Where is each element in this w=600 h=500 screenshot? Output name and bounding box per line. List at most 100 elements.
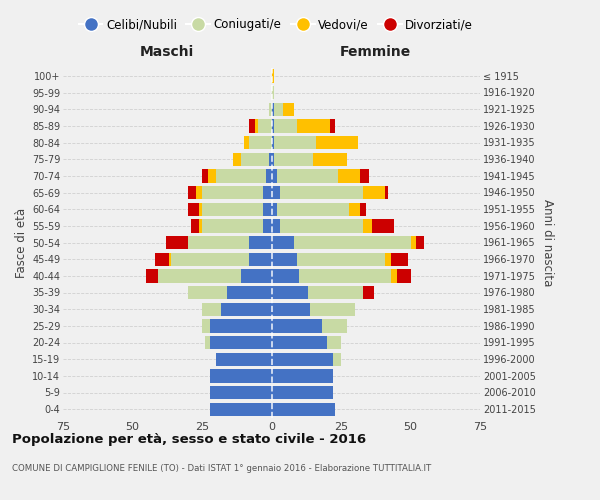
Bar xyxy=(211,319,271,332)
Bar xyxy=(271,236,294,249)
Bar xyxy=(208,169,216,182)
Bar xyxy=(271,252,296,266)
Bar xyxy=(188,286,227,299)
Bar xyxy=(202,186,263,199)
Bar xyxy=(397,269,410,282)
Bar xyxy=(277,202,349,216)
Bar xyxy=(158,269,241,282)
Bar xyxy=(410,236,416,249)
Bar xyxy=(166,236,188,249)
Bar xyxy=(257,119,271,132)
Bar xyxy=(211,402,271,416)
Bar xyxy=(255,119,257,132)
Bar xyxy=(363,286,374,299)
Bar xyxy=(385,186,388,199)
Bar xyxy=(263,202,271,216)
Bar xyxy=(271,86,274,99)
Bar xyxy=(391,269,397,282)
Bar xyxy=(271,369,332,382)
Bar xyxy=(391,252,408,266)
Bar xyxy=(274,119,296,132)
Bar xyxy=(283,102,294,116)
Y-axis label: Fasce di età: Fasce di età xyxy=(14,208,28,278)
Bar xyxy=(188,236,249,249)
Bar xyxy=(199,202,202,216)
Bar xyxy=(316,136,358,149)
Bar xyxy=(294,236,410,249)
Bar xyxy=(310,302,355,316)
Bar xyxy=(266,169,271,182)
Bar xyxy=(155,252,169,266)
Bar xyxy=(269,102,271,116)
Bar xyxy=(313,152,347,166)
Bar xyxy=(271,319,322,332)
Bar xyxy=(172,252,249,266)
Bar xyxy=(349,202,361,216)
Bar xyxy=(271,152,274,166)
Bar xyxy=(205,336,211,349)
Bar xyxy=(280,186,363,199)
Bar xyxy=(241,269,271,282)
Bar xyxy=(271,186,280,199)
Bar xyxy=(233,152,241,166)
Bar xyxy=(271,269,299,282)
Bar xyxy=(271,302,310,316)
Bar xyxy=(296,119,330,132)
Bar xyxy=(274,152,313,166)
Bar xyxy=(263,186,271,199)
Bar xyxy=(271,202,277,216)
Bar xyxy=(271,336,327,349)
Bar xyxy=(296,252,385,266)
Bar xyxy=(211,386,271,399)
Bar xyxy=(191,219,199,232)
Legend: Celibi/Nubili, Coniugati/e, Vedovi/e, Divorziati/e: Celibi/Nubili, Coniugati/e, Vedovi/e, Di… xyxy=(74,14,478,36)
Bar xyxy=(338,169,361,182)
Bar xyxy=(188,202,199,216)
Bar xyxy=(271,386,332,399)
Bar xyxy=(249,136,271,149)
Bar xyxy=(211,336,271,349)
Bar xyxy=(271,219,280,232)
Bar xyxy=(271,352,332,366)
Bar xyxy=(361,202,366,216)
Bar xyxy=(280,219,363,232)
Bar xyxy=(308,286,363,299)
Bar xyxy=(271,136,274,149)
Bar xyxy=(196,186,202,199)
Bar xyxy=(202,219,263,232)
Bar xyxy=(263,219,271,232)
Bar xyxy=(269,152,271,166)
Bar xyxy=(416,236,424,249)
Text: Femmine: Femmine xyxy=(340,45,412,59)
Y-axis label: Anni di nascita: Anni di nascita xyxy=(541,199,554,286)
Bar xyxy=(216,352,271,366)
Bar xyxy=(299,269,391,282)
Bar xyxy=(169,252,172,266)
Bar xyxy=(271,102,274,116)
Bar xyxy=(199,219,202,232)
Bar xyxy=(330,119,335,132)
Bar xyxy=(249,119,255,132)
Bar xyxy=(363,219,371,232)
Bar xyxy=(271,69,274,82)
Bar xyxy=(271,119,274,132)
Text: COMUNE DI CAMPIGLIONE FENILE (TO) - Dati ISTAT 1° gennaio 2016 - Elaborazione TU: COMUNE DI CAMPIGLIONE FENILE (TO) - Dati… xyxy=(12,464,431,473)
Bar xyxy=(271,286,308,299)
Bar xyxy=(241,152,269,166)
Bar xyxy=(322,319,347,332)
Bar xyxy=(202,169,208,182)
Bar xyxy=(363,186,385,199)
Bar xyxy=(216,169,266,182)
Bar xyxy=(249,236,271,249)
Bar xyxy=(249,252,271,266)
Bar xyxy=(274,102,283,116)
Bar xyxy=(211,369,271,382)
Text: Maschi: Maschi xyxy=(140,45,194,59)
Bar xyxy=(188,186,196,199)
Bar xyxy=(202,302,221,316)
Bar xyxy=(277,169,338,182)
Bar xyxy=(327,336,341,349)
Bar xyxy=(146,269,158,282)
Bar xyxy=(202,319,211,332)
Bar xyxy=(274,136,316,149)
